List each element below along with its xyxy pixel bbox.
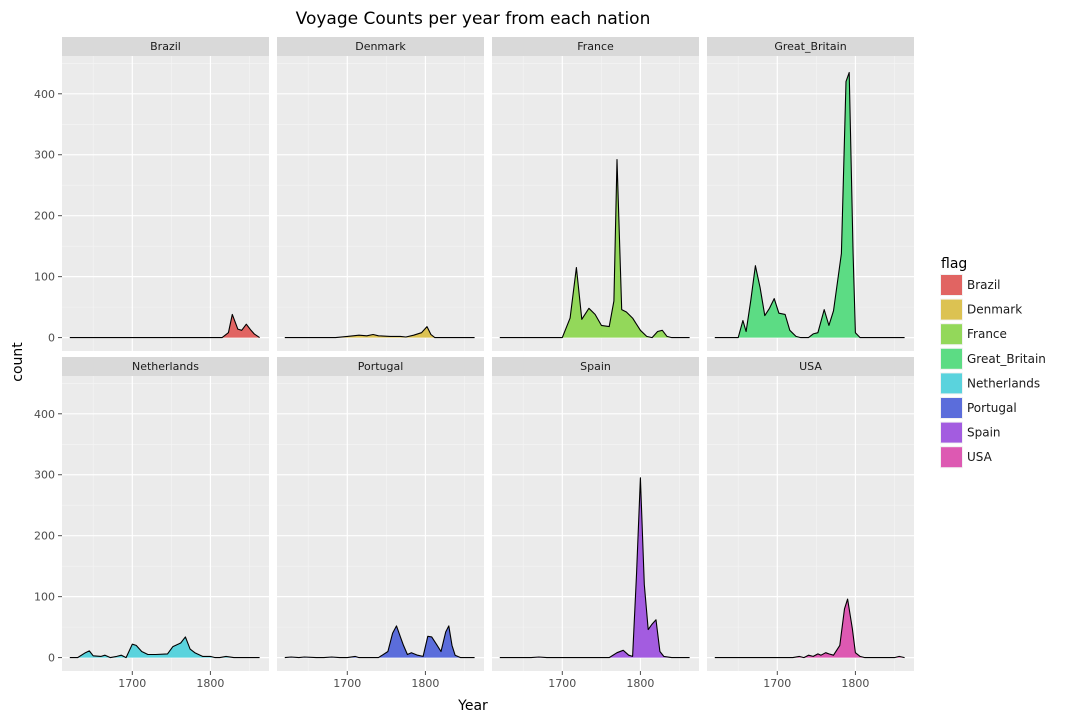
area-netherlands (69, 636, 260, 658)
legend-swatch-netherlands (941, 373, 962, 394)
strip-label-denmark: Denmark (355, 40, 406, 53)
line-denmark (284, 326, 475, 339)
area-portugal (284, 625, 475, 658)
legend-label-netherlands: Netherlands (967, 376, 1040, 390)
legend-swatch-france (941, 324, 962, 345)
panel-bg-brazil (62, 56, 269, 351)
x-tick-label: 1700 (118, 677, 146, 690)
y-axis-title: count (10, 342, 26, 382)
line-netherlands (69, 636, 260, 659)
legend-item-great-britain: Great_Britain (940, 347, 1046, 370)
line-great-britain (714, 71, 905, 339)
x-tick-label: 1700 (333, 677, 361, 690)
x-tick-label: 1800 (411, 677, 439, 690)
legend-item-brazil: Brazil (940, 274, 1001, 296)
y-tick-label: 100 (34, 591, 55, 604)
area-brazil (69, 314, 260, 338)
facet-usa: USA 1700 1800 (707, 357, 914, 690)
strip-label-brazil: Brazil (150, 40, 181, 53)
legend-label-portugal: Portugal (967, 401, 1017, 415)
strip-label-netherlands: Netherlands (132, 360, 199, 373)
strip-brazil (62, 37, 269, 56)
strip-label-great-britain: Great_Britain (774, 40, 846, 53)
facet-denmark: Denmark (277, 37, 484, 351)
panel-bg-spain (492, 376, 699, 671)
strip-france (492, 37, 699, 56)
y-tick-label: 400 (34, 408, 55, 421)
facet-great-britain: Great_Britain (707, 37, 914, 351)
legend-item-usa: USA (940, 446, 993, 469)
facet-spain: Spain 1700 1800 (492, 357, 699, 690)
strip-netherlands (62, 357, 269, 376)
panel-bg-usa (707, 376, 914, 671)
y-tick-label: 100 (34, 271, 55, 284)
strip-label-portugal: Portugal (358, 360, 404, 373)
y-tick-label: 0 (48, 652, 55, 665)
legend: flag Brazil Denmark France Great_Britain Net… (940, 256, 1046, 469)
strip-denmark (277, 37, 484, 56)
panel-bg-great-britain (707, 56, 914, 351)
panel-bg-france (492, 56, 699, 351)
line-usa (714, 598, 905, 659)
strip-spain (492, 357, 699, 376)
strip-portugal (277, 357, 484, 376)
y-tick-label: 300 (34, 469, 55, 482)
facet-france: France (492, 37, 699, 351)
legend-item-denmark: Denmark (940, 298, 1022, 321)
line-spain (499, 477, 690, 659)
legend-swatch-portugal (941, 398, 962, 418)
legend-item-portugal: Portugal (940, 397, 1017, 419)
strip-label-france: France (577, 40, 614, 53)
strip-label-spain: Spain (580, 360, 611, 373)
facet-portugal: Portugal 1700 1800 (277, 357, 484, 690)
x-tick-label: 1700 (763, 677, 791, 690)
legend-title: flag (941, 256, 967, 272)
facet-panels: Brazil 0 100 200 300 400 Denmark France Great_Br… (34, 37, 914, 690)
y-tick-label: 300 (34, 149, 55, 162)
strip-usa (707, 357, 914, 376)
legend-swatch-usa (941, 447, 962, 468)
strip-label-usa: USA (799, 360, 822, 373)
x-axis-title: Year (457, 698, 488, 714)
line-brazil (69, 313, 260, 339)
strip-great-britain (707, 37, 914, 56)
legend-swatch-denmark (941, 299, 962, 320)
legend-label-denmark: Denmark (967, 303, 1022, 317)
facet-brazil: Brazil 0 100 200 300 400 (34, 37, 269, 351)
y-tick-label: 200 (34, 210, 55, 223)
legend-swatch-spain (941, 422, 962, 443)
chart-title: Voyage Counts per year from each nation (296, 9, 651, 29)
facet-netherlands: Netherlands 0 100 200 300 400 1700 1800 (34, 357, 269, 690)
legend-swatch-great-britain (941, 348, 962, 369)
legend-label-spain: Spain (967, 426, 1001, 440)
legend-item-spain: Spain (940, 421, 1001, 444)
x-tick-label: 1800 (196, 677, 224, 690)
legend-label-france: France (967, 327, 1007, 341)
area-spain (499, 477, 690, 658)
legend-swatch-brazil (941, 275, 962, 295)
legend-item-france: France (940, 323, 1007, 346)
legend-label-usa: USA (967, 450, 993, 464)
legend-label-great-britain: Great_Britain (967, 352, 1046, 366)
panel-bg-netherlands (62, 376, 269, 671)
y-tick-label: 400 (34, 88, 55, 101)
area-denmark (284, 326, 475, 338)
panel-bg-portugal (277, 376, 484, 671)
panel-bg-denmark (277, 56, 484, 351)
x-tick-label: 1800 (841, 677, 869, 690)
line-portugal (284, 625, 475, 659)
y-tick-label: 200 (34, 530, 55, 543)
y-tick-label: 0 (48, 332, 55, 345)
legend-item-netherlands: Netherlands (940, 372, 1040, 395)
x-tick-label: 1800 (626, 677, 654, 690)
x-tick-label: 1700 (548, 677, 576, 690)
line-france (499, 159, 690, 339)
legend-label-brazil: Brazil (967, 278, 1001, 292)
